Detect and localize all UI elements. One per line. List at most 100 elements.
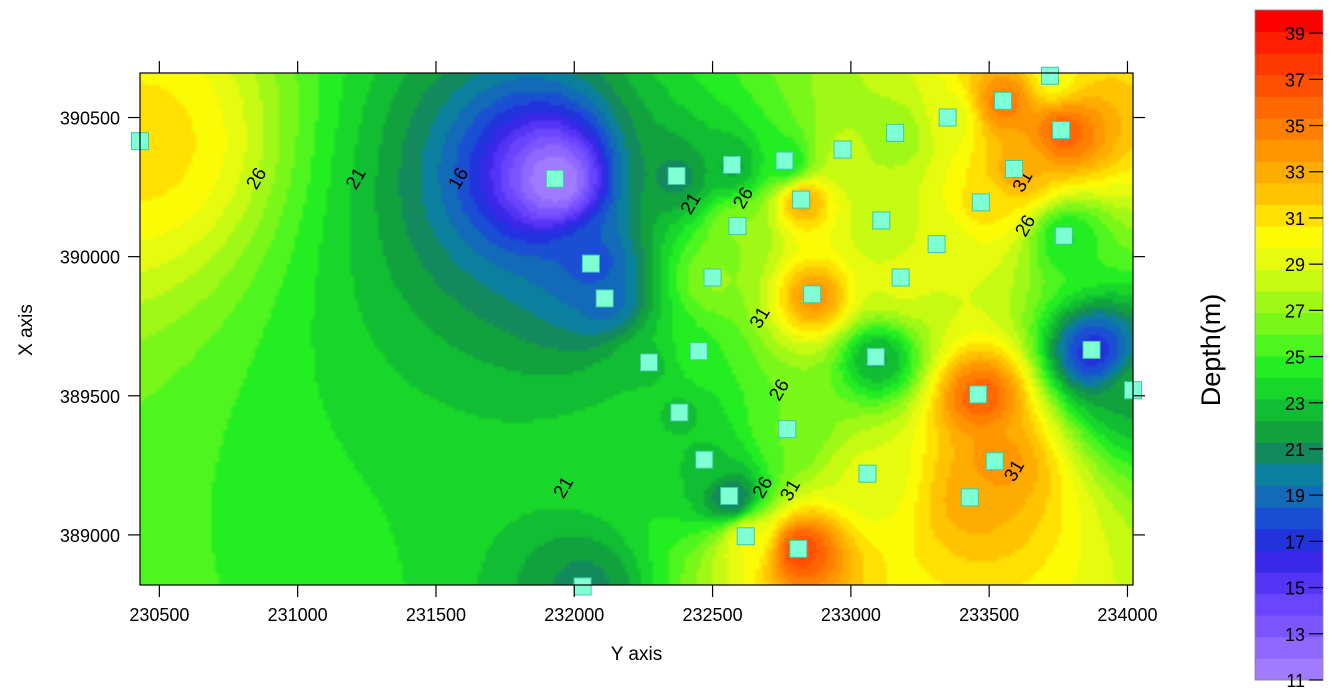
sample-point [573, 577, 592, 596]
colorbar-swatch [1255, 96, 1323, 119]
colorbar-tick-label: 11 [1286, 671, 1305, 691]
contour-fill [140, 73, 1133, 585]
colorbar-tick-label: 25 [1285, 348, 1305, 368]
sample-point [720, 486, 739, 505]
sample-point [866, 347, 885, 366]
x-tick-label: 232500 [683, 605, 743, 625]
x-tick-label: 230500 [129, 605, 189, 625]
colorbar-tick-label: 21 [1285, 440, 1305, 460]
y-tick-label: 389500 [60, 387, 120, 407]
sample-point [971, 193, 990, 212]
colorbar-tick-label: 29 [1285, 255, 1305, 275]
sample-point [667, 166, 686, 185]
sample-point [833, 140, 852, 159]
sample-point [736, 527, 755, 546]
colorbar-tick-label: 13 [1285, 625, 1305, 645]
colorbar-swatch [1255, 290, 1323, 314]
sample-point [858, 464, 877, 483]
sample-point [778, 420, 797, 439]
sample-point [695, 450, 714, 469]
colorbar-swatch [1255, 182, 1323, 206]
colorbar-swatch [1255, 355, 1323, 378]
x-tick-label: 231000 [268, 605, 328, 625]
y-tick-label: 390500 [60, 109, 120, 129]
colorbar-swatch [1255, 442, 1323, 465]
sample-point [872, 211, 891, 230]
colorbar-tick-label: 35 [1285, 117, 1305, 137]
colorbar-label: Depth(m) [1196, 294, 1226, 407]
colorbar-swatch [1255, 161, 1323, 184]
colorbar: 11 13 15 17 19 21 23 25 27 29 31 33 35 37 39 [1254, 9, 1324, 691]
sample-point [886, 123, 905, 142]
colorbar-tick-label: 17 [1285, 532, 1305, 552]
colorbar-swatch [1255, 139, 1323, 162]
plot-area [140, 73, 1133, 585]
colorbar-swatch [1255, 593, 1323, 616]
sample-point [927, 235, 946, 254]
x-tick-label: 234000 [1097, 605, 1157, 625]
colorbar-swatch [1255, 658, 1323, 681]
colorbar-tick-label: 37 [1285, 70, 1305, 90]
colorbar-tick-label: 15 [1285, 579, 1305, 599]
sample-point [938, 108, 957, 127]
colorbar-swatch [1255, 420, 1323, 443]
x-tick-label: 231500 [406, 605, 466, 625]
y-axis: 389000 389500 390000 390500 [60, 109, 1145, 546]
colorbar-swatch [1255, 571, 1323, 595]
colorbar-swatch [1255, 118, 1323, 141]
sample-point [985, 452, 1004, 471]
colorbar-swatch [1255, 377, 1323, 400]
y-tick-label: 389000 [60, 526, 120, 546]
sample-point [689, 342, 708, 361]
sample-point [803, 285, 822, 304]
sample-point [1082, 340, 1101, 359]
colorbar-tick-label: 23 [1285, 394, 1305, 414]
colorbar-swatch [1255, 10, 1323, 33]
colorbar-swatch [1255, 247, 1323, 270]
sample-point [581, 254, 600, 273]
colorbar-swatch [1255, 312, 1323, 335]
sample-point [1005, 160, 1024, 178]
plot-frame [139, 72, 1134, 586]
x-axis: 230500 231000 231500 232000 232500 233000 2335… [129, 61, 1158, 625]
colorbar-swatch [1255, 226, 1323, 249]
x-axis-label: Y axis [611, 644, 662, 665]
colorbar-swatch [1255, 53, 1323, 76]
colorbar-tick-label: 19 [1285, 486, 1305, 506]
colorbar-tick-label: 39 [1285, 24, 1305, 44]
sample-point [960, 488, 979, 507]
sample-point [703, 268, 722, 287]
colorbar-frame [1254, 9, 1324, 681]
colorbar-swatch [1255, 269, 1323, 292]
sample-point [545, 169, 564, 188]
y-tick-label: 390000 [60, 248, 120, 268]
sample-point [728, 217, 747, 236]
colorbar-tick-label: 27 [1285, 301, 1305, 321]
colorbar-swatch [1255, 31, 1323, 54]
colorbar-tick-label: 31 [1285, 209, 1305, 229]
x-tick-label: 233000 [821, 605, 881, 625]
sample-point [789, 539, 808, 558]
sample-point [792, 190, 811, 209]
colorbar-swatch [1255, 485, 1323, 508]
colorbar-swatch [1255, 615, 1323, 638]
sample-point [891, 268, 910, 287]
sample-point [1041, 66, 1060, 85]
colorbar-swatch [1255, 399, 1323, 422]
sample-point [670, 403, 689, 422]
colorbar-swatch [1255, 528, 1323, 551]
x-tick-label: 233500 [959, 605, 1019, 625]
sample-point [993, 91, 1012, 110]
sample-point [775, 151, 794, 170]
sample-point [639, 353, 658, 372]
colorbar-swatch [1255, 463, 1323, 486]
sample-point [1054, 226, 1073, 245]
sample-points [131, 66, 1142, 596]
x-tick-label: 232000 [544, 605, 604, 625]
sample-point [969, 385, 988, 404]
colorbar-swatch [1255, 204, 1323, 227]
colorbar-tick-label: 33 [1285, 163, 1305, 183]
colorbar-swatch [1255, 550, 1323, 573]
sample-point [722, 155, 741, 174]
